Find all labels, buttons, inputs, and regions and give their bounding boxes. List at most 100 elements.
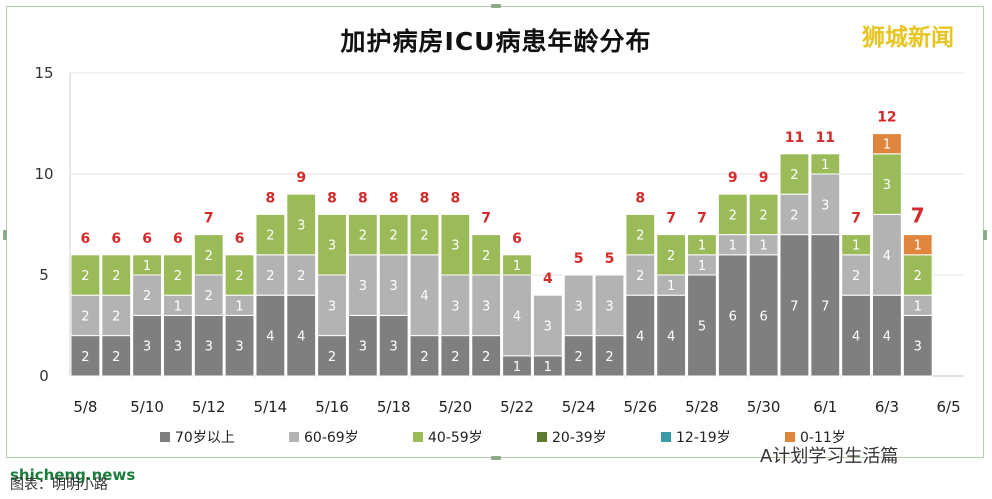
segment-label: 3: [605, 299, 613, 314]
segment-label: 4: [852, 330, 860, 345]
bar-segment: [748, 254, 779, 377]
resize-handle-left[interactable]: [3, 230, 7, 240]
x-tick-label: 5/28: [685, 398, 719, 416]
bar-segment: [101, 254, 132, 296]
segment-label: 2: [790, 208, 798, 223]
total-label: 8: [327, 190, 337, 206]
segment-label: 2: [266, 269, 274, 284]
bar-segment: [317, 274, 347, 337]
x-tick-label: 5/26: [623, 398, 657, 416]
bar-segment: [902, 314, 933, 377]
bar-segment: [286, 294, 317, 377]
bar-segment: [748, 193, 779, 236]
segment-label: 6: [759, 309, 767, 324]
bar-segment: [193, 314, 224, 377]
segment-label: 2: [575, 350, 583, 365]
y-tick-label: 10: [34, 165, 53, 183]
segment-label: 1: [667, 279, 675, 294]
chart-title: 加护病房ICU病患年龄分布: [340, 27, 652, 56]
segment-label: 2: [420, 229, 428, 244]
bar-segment: [224, 314, 255, 377]
bar-segment: [656, 234, 687, 276]
total-label: 7: [666, 211, 676, 227]
legend-swatch: [537, 432, 547, 442]
bar-segment: [70, 254, 101, 296]
segment-label: 3: [914, 340, 922, 355]
bar-segment: [347, 314, 378, 377]
legend-swatch: [413, 432, 423, 442]
x-tick-label: 5/12: [192, 398, 226, 416]
segment-label: 2: [605, 350, 613, 365]
bar-segment: [532, 294, 563, 357]
segment-label: 5: [698, 320, 706, 335]
bar-segment: [872, 213, 902, 296]
segment-label: 2: [359, 229, 367, 244]
bar-segment: [317, 213, 347, 276]
bar-segment: [594, 335, 625, 377]
total-label: 9: [296, 170, 306, 186]
segment-label: 3: [205, 340, 213, 355]
segment-label: 1: [821, 158, 829, 173]
bar-segment: [70, 335, 101, 377]
segment-label: 3: [451, 299, 459, 314]
legend-label: 0-11岁: [800, 430, 846, 446]
segment-label: 3: [883, 178, 891, 193]
bar-segment: [841, 294, 872, 377]
segment-label: 2: [143, 289, 151, 304]
total-label: 6: [512, 231, 522, 247]
bar-segment: [625, 254, 656, 296]
bar-segment: [132, 254, 162, 276]
resize-handle-right[interactable]: [983, 230, 987, 240]
segment-label: 2: [420, 350, 428, 365]
total-label: 4: [543, 271, 553, 287]
legend-label: 70岁以上: [175, 430, 235, 446]
segment-label: 1: [698, 239, 706, 254]
segment-label: 2: [205, 289, 213, 304]
segment-label: 1: [698, 259, 706, 274]
bar-segment: [563, 335, 594, 377]
segment-label: 2: [266, 229, 274, 244]
resize-handle-top[interactable]: [491, 4, 501, 8]
segment-label: 3: [235, 340, 243, 355]
segment-label: 2: [729, 208, 737, 223]
segment-label: 1: [883, 138, 891, 153]
bar-segment: [717, 193, 748, 236]
bar-segment: [502, 274, 532, 357]
x-tick-label: 5/18: [377, 398, 411, 416]
total-label: 6: [142, 231, 152, 247]
bar-segment: [409, 213, 440, 256]
segment-label: 4: [667, 330, 675, 345]
segment-label: 2: [112, 350, 120, 365]
x-tick-label: 5/22: [500, 398, 534, 416]
segment-label: 2: [205, 249, 213, 264]
bar-segment: [841, 254, 872, 296]
segment-label: 1: [914, 239, 922, 254]
bar-segment: [193, 234, 224, 276]
segment-label: 1: [174, 299, 182, 314]
legend-swatch: [785, 432, 795, 442]
segment-label: 2: [636, 229, 644, 244]
bar-segment: [687, 234, 717, 256]
total-label: 8: [266, 190, 276, 206]
total-label: 11: [816, 130, 835, 146]
bar-segment: [162, 314, 193, 377]
total-label: 9: [759, 170, 769, 186]
legend-label: 40-59岁: [428, 430, 483, 446]
segment-label: 1: [914, 299, 922, 314]
total-label: 7: [851, 211, 861, 227]
segment-label: 1: [143, 259, 151, 274]
resize-handle-bottom[interactable]: [491, 456, 501, 460]
total-label: 7: [697, 211, 707, 227]
segment-label: 2: [328, 350, 336, 365]
bar-segment: [409, 254, 440, 337]
segment-label: 3: [297, 219, 305, 234]
x-tick-label: 6/5: [937, 398, 961, 416]
segment-label: 3: [174, 340, 182, 355]
segment-label: 3: [575, 299, 583, 314]
bar-segment: [471, 234, 502, 276]
bar-segment: [224, 254, 255, 296]
segment-label: 2: [390, 229, 398, 244]
segment-label: 2: [790, 168, 798, 183]
x-tick-label: 5/16: [315, 398, 349, 416]
